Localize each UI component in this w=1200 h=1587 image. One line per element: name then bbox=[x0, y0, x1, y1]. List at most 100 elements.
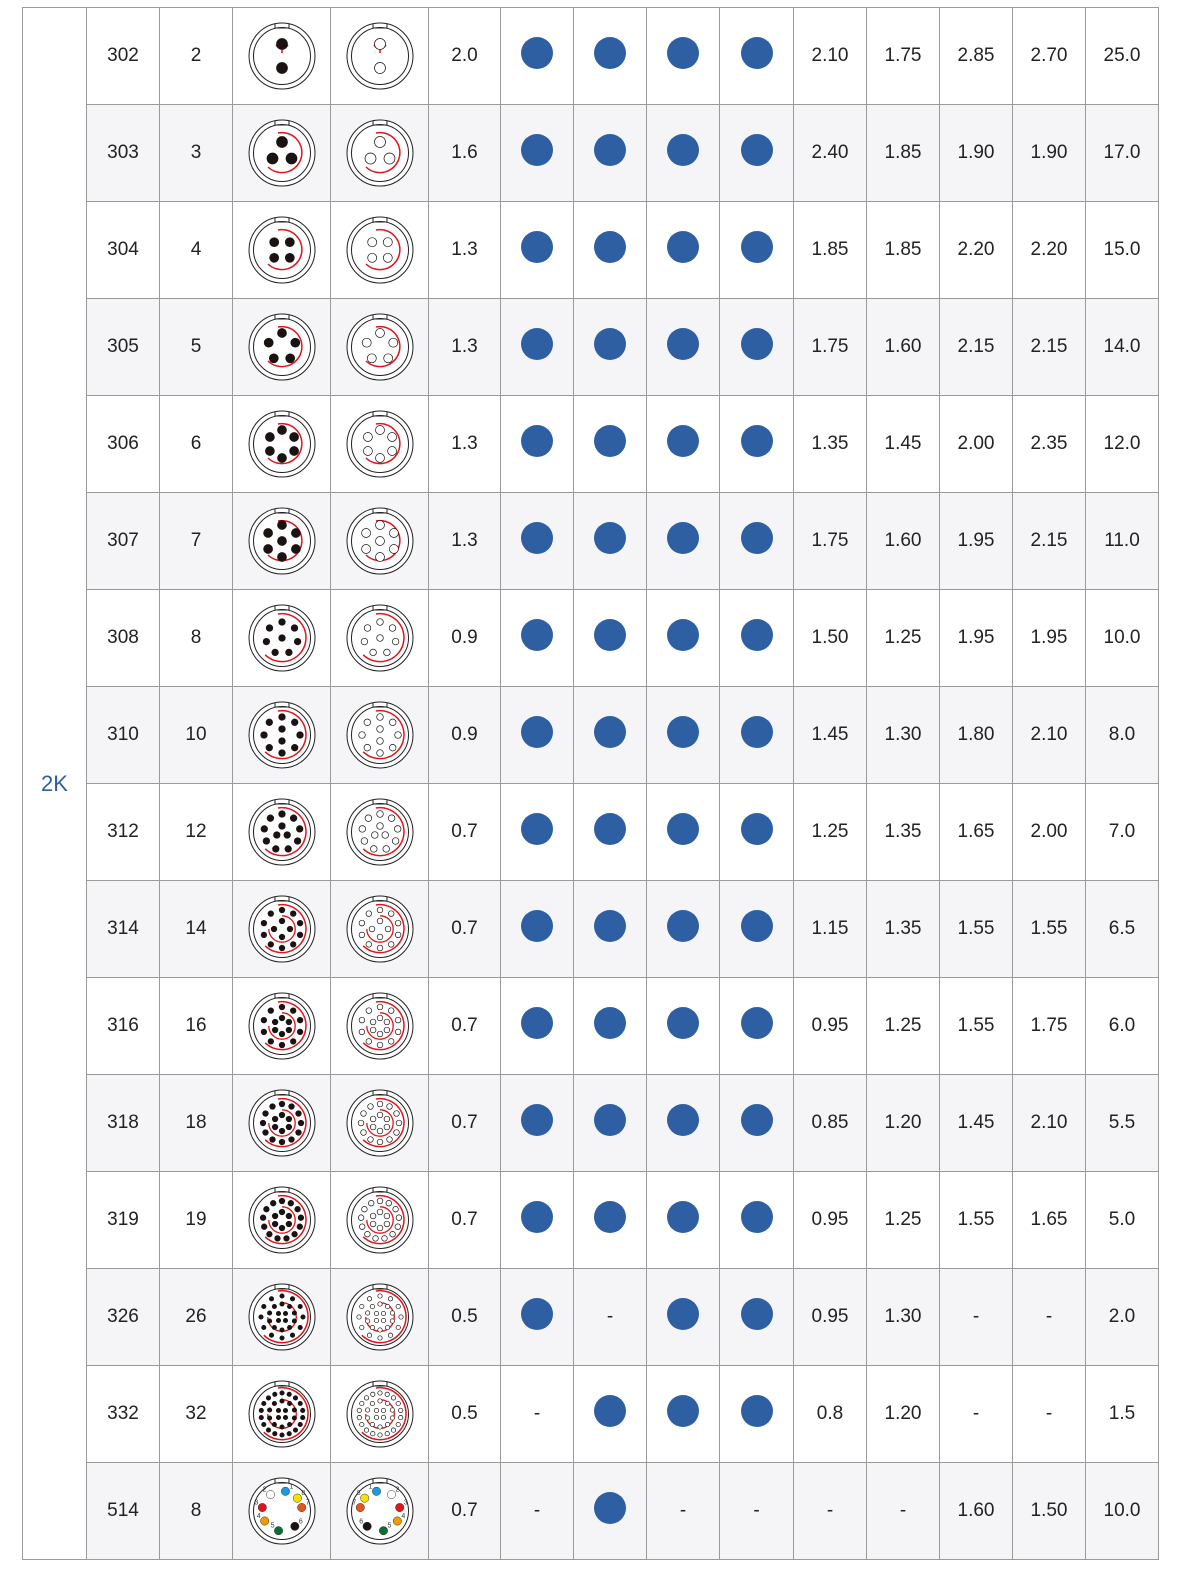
dimension-cell: 1.65 bbox=[939, 783, 1013, 881]
availability-cell bbox=[719, 783, 794, 881]
female-connector-icon bbox=[346, 1186, 413, 1254]
available-dot-icon bbox=[521, 1201, 553, 1233]
available-dot-icon bbox=[594, 134, 626, 166]
svg-text:5: 5 bbox=[270, 1523, 274, 1530]
available-dot-icon bbox=[740, 522, 773, 554]
dimension-cell: 1.75 bbox=[866, 7, 940, 105]
dimension-cell: 1.60 bbox=[939, 1462, 1013, 1560]
value-cell: 10.0 bbox=[1085, 1462, 1159, 1560]
model-cell: 312 bbox=[86, 783, 160, 881]
dimension-cell: - bbox=[1012, 1365, 1086, 1463]
dimension-cell: 1.60 bbox=[866, 298, 940, 396]
dimension-cell: 1.45 bbox=[939, 1074, 1013, 1172]
available-dot-icon bbox=[594, 522, 626, 554]
table-row: 319 19 0.7 0.95 1.25 1.55 1.65 5.0 bbox=[23, 1171, 1159, 1269]
male-layout-cell bbox=[232, 1268, 331, 1366]
male-layout-cell bbox=[232, 783, 331, 881]
available-dot-icon bbox=[521, 37, 553, 69]
female-connector-icon bbox=[346, 895, 413, 963]
availability-cell bbox=[646, 298, 720, 396]
svg-text:3: 3 bbox=[403, 1500, 407, 1507]
male-connector-icon bbox=[248, 410, 315, 478]
available-dot-icon bbox=[667, 1395, 699, 1427]
availability-cell bbox=[500, 783, 574, 881]
female-layout-cell bbox=[330, 1074, 429, 1172]
availability-cell bbox=[573, 1365, 647, 1463]
male-layout-cell bbox=[232, 977, 331, 1075]
dimension-cell: 1.85 bbox=[793, 201, 867, 299]
svg-text:4: 4 bbox=[401, 1513, 405, 1520]
availability-cell bbox=[500, 686, 574, 784]
available-dot-icon bbox=[740, 1298, 773, 1330]
dimension-cell: 1.30 bbox=[866, 1268, 940, 1366]
table-row: 314 14 0.7 1.15 1.35 1.55 1.55 6.5 bbox=[23, 880, 1159, 978]
available-dot-icon bbox=[740, 1201, 773, 1233]
contacts-cell: 7 bbox=[159, 492, 233, 590]
model-cell: 304 bbox=[86, 201, 160, 299]
availability-cell bbox=[719, 1171, 794, 1269]
svg-text:1: 1 bbox=[368, 1483, 372, 1490]
availability-cell bbox=[573, 104, 647, 202]
availability-cell bbox=[500, 104, 574, 202]
table-row: 332 32 0.5-0.8 1.20- -1.5 bbox=[23, 1365, 1159, 1463]
available-dot-icon bbox=[667, 134, 699, 166]
availability-cell bbox=[719, 395, 794, 493]
male-connector-icon bbox=[248, 507, 315, 575]
available-dot-icon bbox=[740, 716, 773, 748]
available-dot-icon bbox=[667, 1298, 699, 1330]
size-cell: 2.0 bbox=[428, 7, 501, 105]
available-dot-icon bbox=[667, 328, 699, 360]
availability-cell bbox=[719, 298, 794, 396]
available-dot-icon bbox=[667, 1104, 699, 1136]
availability-cell bbox=[646, 7, 720, 105]
contacts-cell: 8 bbox=[159, 589, 233, 687]
dimension-cell: 1.95 bbox=[939, 492, 1013, 590]
male-connector-icon bbox=[248, 1283, 315, 1351]
dimension-cell: - bbox=[866, 1462, 940, 1560]
available-dot-icon bbox=[667, 425, 699, 457]
available-dot-icon bbox=[594, 1395, 626, 1427]
size-cell: 0.7 bbox=[428, 1462, 501, 1560]
female-connector-icon bbox=[346, 701, 413, 769]
size-cell: 1.6 bbox=[428, 104, 501, 202]
availability-cell bbox=[646, 1365, 720, 1463]
availability-cell bbox=[500, 298, 574, 396]
availability-cell bbox=[719, 104, 794, 202]
available-dot-icon bbox=[667, 231, 699, 263]
male-connector-icon bbox=[248, 1186, 315, 1254]
male-layout-cell bbox=[232, 395, 331, 493]
available-dot-icon bbox=[594, 619, 626, 651]
svg-text:3: 3 bbox=[254, 1500, 258, 1507]
availability-cell bbox=[573, 395, 647, 493]
availability-cell bbox=[719, 686, 794, 784]
male-layout-cell bbox=[232, 201, 331, 299]
availability-cell bbox=[646, 1268, 720, 1366]
availability-cell bbox=[719, 880, 794, 978]
value-cell: 7.0 bbox=[1085, 783, 1159, 881]
male-layout-cell bbox=[232, 298, 331, 396]
available-dot-icon bbox=[521, 910, 553, 942]
svg-text:8: 8 bbox=[301, 1490, 305, 1497]
table-row: 310 10 0.9 1.45 1.30 1.80 2.10 8.0 bbox=[23, 686, 1159, 784]
available-dot-icon bbox=[740, 813, 773, 845]
contacts-cell: 26 bbox=[159, 1268, 233, 1366]
svg-text:2: 2 bbox=[395, 1487, 399, 1494]
dimension-cell: 1.75 bbox=[793, 298, 867, 396]
dimension-cell: 2.15 bbox=[939, 298, 1013, 396]
male-layout-cell bbox=[232, 880, 331, 978]
availability-cell bbox=[573, 201, 647, 299]
dimension-cell: 1.35 bbox=[866, 880, 940, 978]
dimension-cell: 1.55 bbox=[939, 977, 1013, 1075]
male-layout-cell bbox=[232, 589, 331, 687]
model-cell: 307 bbox=[86, 492, 160, 590]
male-connector-icon bbox=[248, 216, 315, 284]
dimension-cell: 2.10 bbox=[1012, 1074, 1086, 1172]
male-connector-icon bbox=[248, 604, 315, 672]
availability-cell bbox=[500, 1074, 574, 1172]
size-cell: 1.3 bbox=[428, 492, 501, 590]
male-layout-cell bbox=[232, 1171, 331, 1269]
male-connector-icon bbox=[248, 895, 315, 963]
dimension-cell: 1.30 bbox=[866, 686, 940, 784]
